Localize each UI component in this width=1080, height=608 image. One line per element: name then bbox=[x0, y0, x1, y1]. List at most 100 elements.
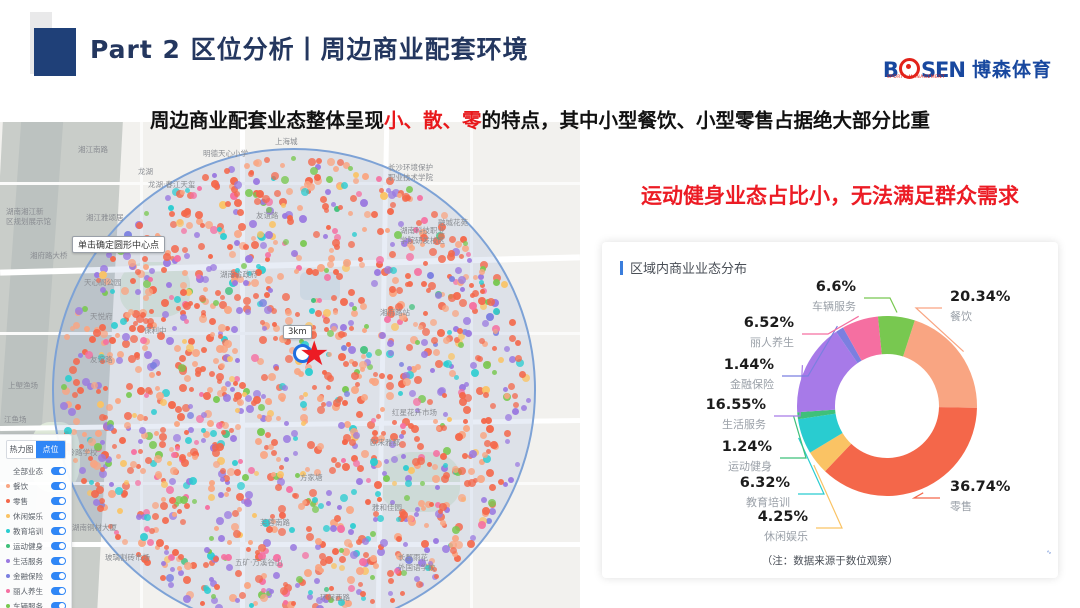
category-color-dot-icon bbox=[6, 544, 10, 548]
map-place-label: 湖南省政府 bbox=[220, 270, 258, 279]
category-label: 金融保险 bbox=[13, 571, 43, 581]
category-label: 丽人养生 bbox=[13, 586, 43, 596]
map-category-row[interactable]: 生活服务 bbox=[6, 554, 66, 568]
logo-chinese: 博森体育 bbox=[971, 59, 1052, 81]
map-place-label: 湘府路大桥 bbox=[30, 251, 68, 260]
map-place-label: 湘江南路 bbox=[78, 145, 108, 154]
donut-callout-车辆服务: 6.6% 车辆服务 bbox=[812, 279, 898, 313]
donut-chart-svg: 20.34% 餐饮 36.74% 零售 4.25% 休闲娱乐 6.32% 教育培训 1.24% 运… bbox=[706, 279, 1011, 543]
logo-latin-first: B bbox=[882, 58, 899, 82]
map-place-label: 方家塘 bbox=[300, 473, 323, 482]
category-toggle-switch[interactable] bbox=[51, 527, 66, 535]
donut-callout-零售: 36.74% 零售 bbox=[911, 479, 1011, 513]
map-view-tab-0[interactable]: 热力图 bbox=[7, 441, 36, 458]
category-color-dot-icon bbox=[6, 514, 10, 518]
map-place-label: 长沙环境保护 bbox=[388, 163, 433, 172]
donut-callout-生活服务: 16.55% 生活服务 bbox=[706, 365, 803, 431]
category-label: 生活服务 bbox=[13, 556, 43, 566]
map-category-row[interactable]: 金融保险 bbox=[6, 569, 66, 583]
category-label: 全部业态 bbox=[13, 466, 43, 476]
slide-header: Part 2 区位分析丨周边商业配套环境 B SEN SPORTS MANAGE… bbox=[0, 0, 1080, 100]
map-category-row[interactable]: 运动健身 bbox=[6, 539, 66, 553]
donut-category-label: 教育培训 bbox=[746, 495, 790, 509]
donut-callout-金融保险: 1.44% 金融保险 bbox=[724, 325, 838, 391]
donut-slice-车辆服务 bbox=[877, 316, 915, 357]
map-place-label: 五矿·万溪谷山 bbox=[235, 558, 283, 567]
map-category-list[interactable]: 全部业态 餐饮 零售 休闲娱乐 教育培训 运动健身 生活服务 金融保险 bbox=[6, 464, 66, 608]
map-place-label: 友谊路 bbox=[256, 211, 279, 220]
map-view-tabs[interactable]: 热力图 点位 bbox=[6, 440, 66, 459]
map-place-label: 湘江雅颂居 bbox=[86, 213, 124, 222]
map-place-label: 职业技术学院 bbox=[388, 173, 433, 182]
map-place-label: 湖南湘江新 bbox=[6, 207, 44, 216]
donut-callout-运动健身: 1.24% 运动健身 bbox=[722, 416, 807, 473]
category-toggle-switch[interactable] bbox=[51, 512, 66, 520]
map-place-label: 环保西路 bbox=[320, 593, 350, 602]
donut-slice-休闲娱乐 bbox=[810, 432, 852, 472]
map-site-star-icon: ★ bbox=[299, 335, 330, 373]
chart-title-accent-icon bbox=[620, 260, 623, 275]
category-label: 餐饮 bbox=[13, 481, 28, 491]
map-view-tab-1[interactable]: 点位 bbox=[36, 441, 65, 458]
donut-slice-运动健身 bbox=[797, 409, 836, 420]
category-toggle-switch[interactable] bbox=[51, 587, 66, 595]
category-color-dot-icon bbox=[6, 559, 10, 563]
category-toggle-switch[interactable] bbox=[51, 467, 66, 475]
headline-part-2: 的特点，其中小型餐饮、小型零售占据绝大部分比重 bbox=[481, 109, 931, 132]
map-place-label: 融城花苑 bbox=[438, 218, 468, 227]
donut-callout-教育培训: 6.32% 教育培训 bbox=[740, 437, 825, 509]
map-place-label: 友谊路 bbox=[90, 355, 113, 364]
map-category-row[interactable]: 餐饮 bbox=[6, 479, 66, 493]
donut-chart: 20.34% 餐饮 36.74% 零售 4.25% 休闲娱乐 6.32% 教育培训 1.24% 运… bbox=[602, 276, 1058, 546]
category-color-dot-icon bbox=[6, 529, 10, 533]
category-color-dot-icon bbox=[6, 469, 10, 473]
logo-latin-rest: SEN bbox=[920, 58, 966, 82]
page-title: Part 2 区位分析丨周边商业配套环境 bbox=[90, 35, 529, 64]
map-category-row[interactable]: 零售 bbox=[6, 494, 66, 508]
map-category-row[interactable]: 丽人养生 bbox=[6, 584, 66, 598]
chart-card: 区域内商业业态分布 20.34% 餐饮 36.74% 零售 4.25% 休闲娱乐 6.32%… bbox=[602, 242, 1058, 578]
category-color-dot-icon bbox=[6, 589, 10, 593]
map-category-row[interactable]: 车辆服务 bbox=[6, 599, 66, 608]
donut-slice-丽人养生 bbox=[843, 316, 882, 361]
donut-category-label: 丽人养生 bbox=[750, 335, 794, 349]
category-toggle-switch[interactable] bbox=[51, 602, 66, 608]
logo-latin: B SEN SPORTS MANAGEMENT bbox=[882, 56, 966, 82]
map-place-label: 玻璃割砖市场 bbox=[105, 553, 150, 562]
category-toggle-switch[interactable] bbox=[51, 542, 66, 550]
chart-title-text: 区域内商业业态分布 bbox=[630, 262, 748, 277]
category-toggle-switch[interactable] bbox=[51, 497, 66, 505]
red-subtitle: 运动健身业态占比小，无法满足群众需求 bbox=[641, 184, 1019, 208]
map-center-marker-icon[interactable] bbox=[293, 344, 312, 363]
map-place-label: 湘府路站 bbox=[380, 308, 410, 317]
donut-callout-休闲娱乐: 4.25% 休闲娱乐 bbox=[758, 464, 843, 543]
donut-category-label: 生活服务 bbox=[722, 417, 766, 431]
map-category-row[interactable]: 全部业态 bbox=[6, 464, 66, 478]
map-legend-panel[interactable]: 热力图 点位 全部业态 餐饮 零售 休闲娱乐 教育培训 运动健身 生活服务 bbox=[0, 434, 72, 608]
donut-category-label: 金融保险 bbox=[730, 377, 774, 391]
map-category-row[interactable]: 休闲娱乐 bbox=[6, 509, 66, 523]
headline-part-1: 周边商业配套业态整体呈现 bbox=[149, 109, 384, 132]
donut-value-label: 6.32% bbox=[740, 475, 791, 491]
map-place-label: 雅和佳园 bbox=[372, 503, 402, 512]
category-color-dot-icon bbox=[6, 484, 10, 488]
donut-value-label: 36.74% bbox=[950, 479, 1011, 495]
map-place-label: 保利中 bbox=[144, 326, 167, 335]
category-toggle-switch[interactable] bbox=[51, 482, 66, 490]
map-category-row[interactable]: 教育培训 bbox=[6, 524, 66, 538]
category-toggle-switch[interactable] bbox=[51, 572, 66, 580]
donut-slice-教育培训 bbox=[797, 413, 843, 453]
donut-category-label: 休闲娱乐 bbox=[764, 529, 808, 543]
map-place-label: 长郡雨花 bbox=[398, 553, 428, 562]
map-panel[interactable]: 湖南湘江新 区规划展示馆 湘府路大桥 湘江南路 湘江雅颂居 天心阁公园 天悦府 保利中 明德天心… bbox=[0, 122, 580, 608]
map-place-label: 龙湖 bbox=[138, 167, 153, 176]
category-color-dot-icon bbox=[6, 604, 10, 608]
donut-category-label: 车辆服务 bbox=[812, 299, 856, 313]
category-label: 运动健身 bbox=[13, 541, 43, 551]
chart-footnote: （注：数据来源于数位观察） bbox=[761, 555, 899, 567]
donut-category-label: 零售 bbox=[950, 499, 972, 513]
map-place-label: 上塱渔场 bbox=[8, 381, 38, 390]
category-toggle-switch[interactable] bbox=[51, 557, 66, 565]
map-place-label: 芙蓉南路 bbox=[260, 518, 290, 527]
chart-title: 区域内商业业态分布 bbox=[620, 258, 747, 277]
